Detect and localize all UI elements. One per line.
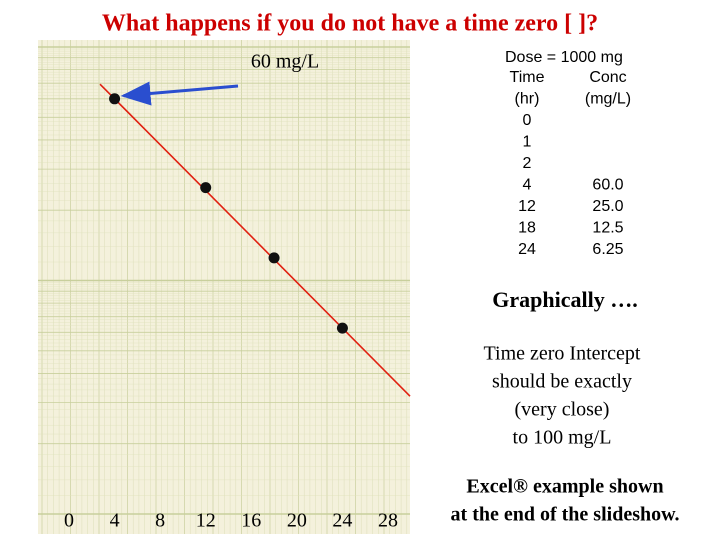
paper-grid [38, 40, 410, 534]
table-header: Conc [589, 69, 626, 86]
footer-line: at the end of the slideshow. [451, 504, 680, 526]
footer-line: Excel® example shown [466, 476, 663, 498]
note-line: should be exactly [492, 371, 632, 393]
note-line: Time zero Intercept [484, 343, 641, 365]
table-header: Time [510, 69, 545, 86]
x-tick-label: 28 [378, 510, 398, 532]
x-tick-label: 4 [110, 510, 120, 532]
note-line: (very close) [515, 399, 610, 421]
table-cell: 12.5 [592, 220, 623, 237]
table-cell: 6.25 [592, 241, 623, 258]
x-tick-label: 24 [332, 510, 352, 532]
x-tick-label: 12 [196, 510, 216, 532]
table-header: (hr) [515, 91, 540, 108]
dose-caption: Dose = 1000 mg [505, 49, 623, 66]
annotation: 60 mg/L [251, 51, 319, 73]
table-cell: 1 [523, 134, 532, 151]
data-point [336, 322, 348, 334]
graph-paper [38, 40, 410, 534]
table-cell: 24 [518, 241, 536, 258]
table-cell: 0 [523, 112, 532, 129]
table-cell: 25.0 [592, 198, 623, 215]
annotation-arrow [120, 81, 239, 106]
footer: Excel® example shown at the end of the sl… [451, 476, 680, 526]
table-cell: 2 [523, 155, 532, 172]
plot: 0 4 8 12 16 20 24 28 60 mg/L [64, 51, 411, 532]
x-tick-label: 16 [241, 510, 261, 532]
x-tick-label: 0 [64, 510, 74, 532]
notes: Time zero Intercept should be exactly (ver… [484, 343, 641, 449]
table-cell: 18 [518, 220, 536, 237]
data-point [268, 252, 280, 264]
slide-title: What happens if you do not have a time z… [102, 11, 598, 37]
table-header: (mg/L) [585, 91, 631, 108]
note-line: to 100 mg/L [513, 427, 612, 449]
x-tick-label: 8 [155, 510, 165, 532]
table-cell: 60.0 [592, 177, 623, 194]
table-cell: 4 [523, 177, 532, 194]
heading: Graphically …. [492, 287, 637, 312]
data-point [200, 182, 212, 194]
table-cell: 12 [518, 198, 536, 215]
trend-line [99, 83, 411, 397]
data-point [109, 93, 121, 105]
x-tick-label: 20 [287, 510, 307, 532]
